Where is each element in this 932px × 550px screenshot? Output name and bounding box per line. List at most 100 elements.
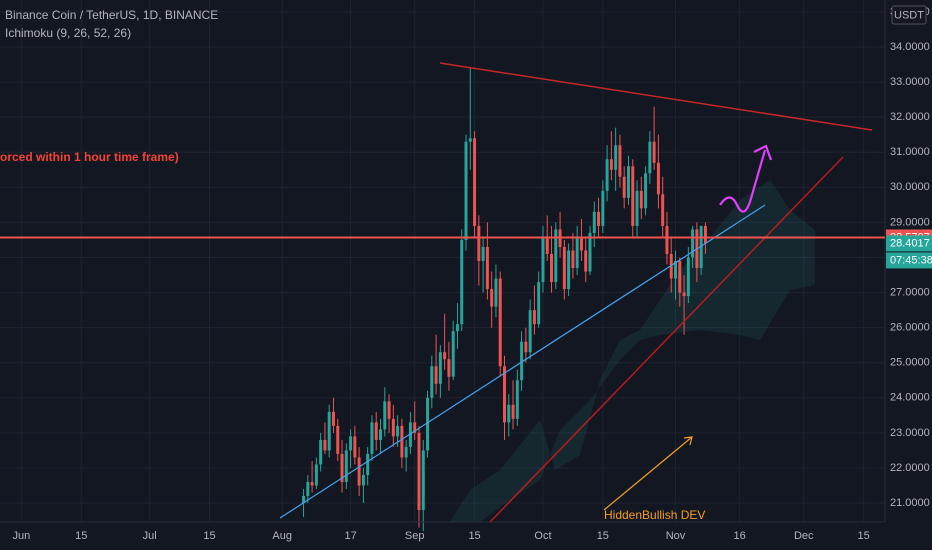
candle-body <box>626 166 630 198</box>
candle-body <box>597 211 601 226</box>
candle-body <box>430 366 434 398</box>
candle-body <box>515 380 519 419</box>
y-tick-label: 26.0000 <box>890 322 930 334</box>
last-price-badge <box>886 235 932 252</box>
annotation: HiddenBullish DEV <box>604 508 705 522</box>
candle-body <box>455 324 459 332</box>
candle-body <box>481 246 485 261</box>
candle-body <box>635 190 639 226</box>
y-tick-label: 27.0000 <box>890 286 930 298</box>
candle-body <box>396 425 400 437</box>
candle-body <box>379 429 383 440</box>
candle-body <box>554 229 558 283</box>
candle-body <box>618 145 622 177</box>
y-tick-label: 33.0000 <box>890 76 930 88</box>
candle-body <box>703 225 707 244</box>
candle-body <box>357 457 361 486</box>
x-tick-label: Jul <box>143 530 157 542</box>
candle-body <box>524 341 528 353</box>
candle-body <box>485 246 489 290</box>
candle-body <box>336 425 340 454</box>
candle-body <box>592 211 596 233</box>
currency-label[interactable]: USDT <box>894 9 924 21</box>
x-tick-label: Jun <box>13 530 31 542</box>
candle-body <box>520 341 524 381</box>
y-tick-label: 34.0000 <box>890 41 930 53</box>
y-tick-label: 22.0000 <box>890 462 930 474</box>
y-tick-label: 29.0000 <box>890 216 930 228</box>
candle-body <box>413 422 417 433</box>
candle-body <box>331 411 335 426</box>
drawing-arrow <box>719 149 767 213</box>
candle-body <box>567 250 571 290</box>
candle-body <box>340 453 344 483</box>
candle-body <box>473 138 477 226</box>
y-tick-label: 31.0000 <box>890 146 930 158</box>
candle-body <box>319 439 323 465</box>
countdown-badge <box>886 252 932 269</box>
candle-body <box>545 236 549 254</box>
candle-body <box>366 453 370 475</box>
candle-body <box>327 411 331 451</box>
candle-body <box>652 141 656 163</box>
candle-body <box>532 310 536 325</box>
candle-body <box>648 141 652 174</box>
candle-body <box>631 166 635 226</box>
candle-body <box>528 310 532 353</box>
annotation: orced within 1 hour time frame) <box>0 150 179 164</box>
candle-body <box>601 190 605 226</box>
candle-body <box>349 436 353 451</box>
candle-body <box>622 176 626 198</box>
candle-body <box>575 236 579 269</box>
candle-body <box>541 236 545 283</box>
x-tick-label: Aug <box>272 530 292 542</box>
y-tick-label: 23.0000 <box>890 427 930 439</box>
candle-body <box>464 141 468 240</box>
candle-body <box>306 482 310 497</box>
candle-body <box>383 401 387 430</box>
candle-body <box>387 401 391 419</box>
candle-body <box>404 446 408 458</box>
candle-body <box>699 225 703 269</box>
candle-body <box>656 162 660 195</box>
x-tick-label: 17 <box>344 530 356 542</box>
candle-body <box>451 331 455 377</box>
candle-body <box>353 436 357 458</box>
candle-body <box>468 138 472 142</box>
y-tick-label: 24.0000 <box>890 392 930 404</box>
candle-body <box>507 404 511 423</box>
x-tick-label: 15 <box>857 530 869 542</box>
candle-body <box>571 250 575 269</box>
candle-body <box>361 474 365 486</box>
candle-body <box>494 278 498 307</box>
candle-body <box>434 366 438 384</box>
trend-line <box>439 62 873 131</box>
x-tick-label: 15 <box>468 530 480 542</box>
candle-body <box>682 292 686 297</box>
candle-body <box>609 159 613 170</box>
candle-body <box>588 232 592 272</box>
candle-body <box>400 425 404 458</box>
candle-body <box>374 422 378 440</box>
currency-box[interactable] <box>891 5 927 25</box>
x-tick-label: Oct <box>534 530 551 542</box>
x-tick-label: Nov <box>666 530 686 542</box>
candle-body <box>644 173 648 209</box>
candle-body <box>408 422 412 447</box>
candle-body <box>391 418 395 437</box>
candle-body <box>426 397 430 451</box>
arrow-head <box>683 436 693 446</box>
countdown-label: 07:45:38 <box>890 254 932 266</box>
candle-body <box>344 450 348 483</box>
candles <box>302 68 707 532</box>
candle-body <box>614 145 618 170</box>
candle-body <box>490 289 494 307</box>
candle-body <box>661 194 665 226</box>
x-tick-label: Sep <box>405 530 425 542</box>
candle-body <box>443 352 447 360</box>
grid <box>0 0 885 522</box>
x-tick-label: Dec <box>794 530 814 542</box>
candle-body <box>498 278 502 367</box>
